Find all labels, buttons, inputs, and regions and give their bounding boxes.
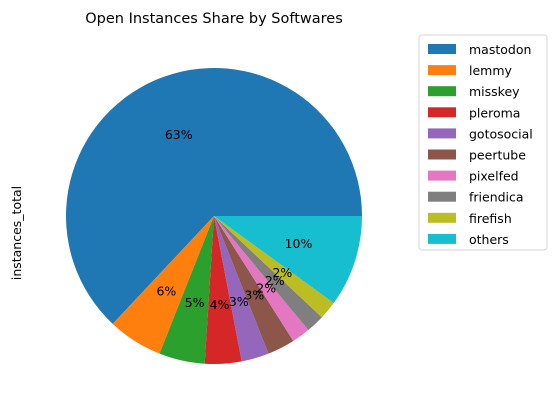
pie-slice-misskey xyxy=(159,216,214,364)
legend-label-lemmy: lemmy xyxy=(469,63,513,78)
legend-swatch-firefish xyxy=(428,212,456,223)
legend-label-peertube: peertube xyxy=(469,148,526,163)
chart-legend: mastodon lemmy misskey pleroma gotosocial pee… xyxy=(418,34,548,251)
pie-slice-peertube xyxy=(214,216,294,354)
legend-label-others: others xyxy=(469,232,509,247)
chart-title: Open Instances Share by Softwares xyxy=(85,11,343,27)
y-axis-label: instances_total xyxy=(9,186,24,280)
pct-label-firefish: 2% xyxy=(272,265,292,280)
legend-swatch-misskey xyxy=(428,86,456,97)
pct-label-pleroma: 4% xyxy=(210,297,230,312)
legend-label-firefish: firefish xyxy=(469,211,512,226)
pct-label-pixelfed: 2% xyxy=(256,280,276,295)
pct-label-others: 10% xyxy=(285,236,313,251)
pct-label-lemmy: 6% xyxy=(156,283,176,298)
pie-slice-firefish xyxy=(214,216,334,318)
percentage-labels: 63%6%5% 4% 3%3%2%2%2%10% xyxy=(156,127,312,312)
legend-swatch-pixelfed xyxy=(428,170,456,181)
legend-label-pleroma: pleroma xyxy=(469,105,520,120)
pie-slice-others xyxy=(214,216,362,303)
legend-label-friendica: friendica xyxy=(469,190,524,205)
legend-label-pixelfed: pixelfed xyxy=(469,169,519,184)
pct-label-peertube: 3% xyxy=(244,288,264,303)
legend-swatch-others xyxy=(428,233,456,244)
pct-label-misskey: 5% xyxy=(185,295,205,310)
pct-label-mastodon: 63% xyxy=(165,127,193,142)
pie-slice-gotosocial xyxy=(214,216,269,362)
pie-slices xyxy=(66,68,363,364)
legend-swatch-peertube xyxy=(428,149,456,160)
pie-slice-pixelfed xyxy=(214,216,309,341)
pie-slice-mastodon xyxy=(66,68,363,324)
legend-label-mastodon: mastodon xyxy=(469,42,531,57)
legend-label-gotosocial: gotosocial xyxy=(469,126,533,141)
pie-slice-pleroma xyxy=(204,216,242,364)
pie-slice-friendica xyxy=(214,216,322,331)
legend-swatch-mastodon xyxy=(428,44,456,54)
pie-slice-lemmy xyxy=(112,216,214,354)
pct-label-gotosocial: 3% xyxy=(229,294,249,309)
legend-swatch-pleroma xyxy=(428,107,456,118)
legend-swatch-gotosocial xyxy=(428,128,456,139)
legend-label-misskey: misskey xyxy=(469,84,520,99)
legend-swatch-friendica xyxy=(428,191,456,202)
legend-swatch-lemmy xyxy=(428,65,456,76)
pct-label-friendica: 2% xyxy=(265,273,285,288)
